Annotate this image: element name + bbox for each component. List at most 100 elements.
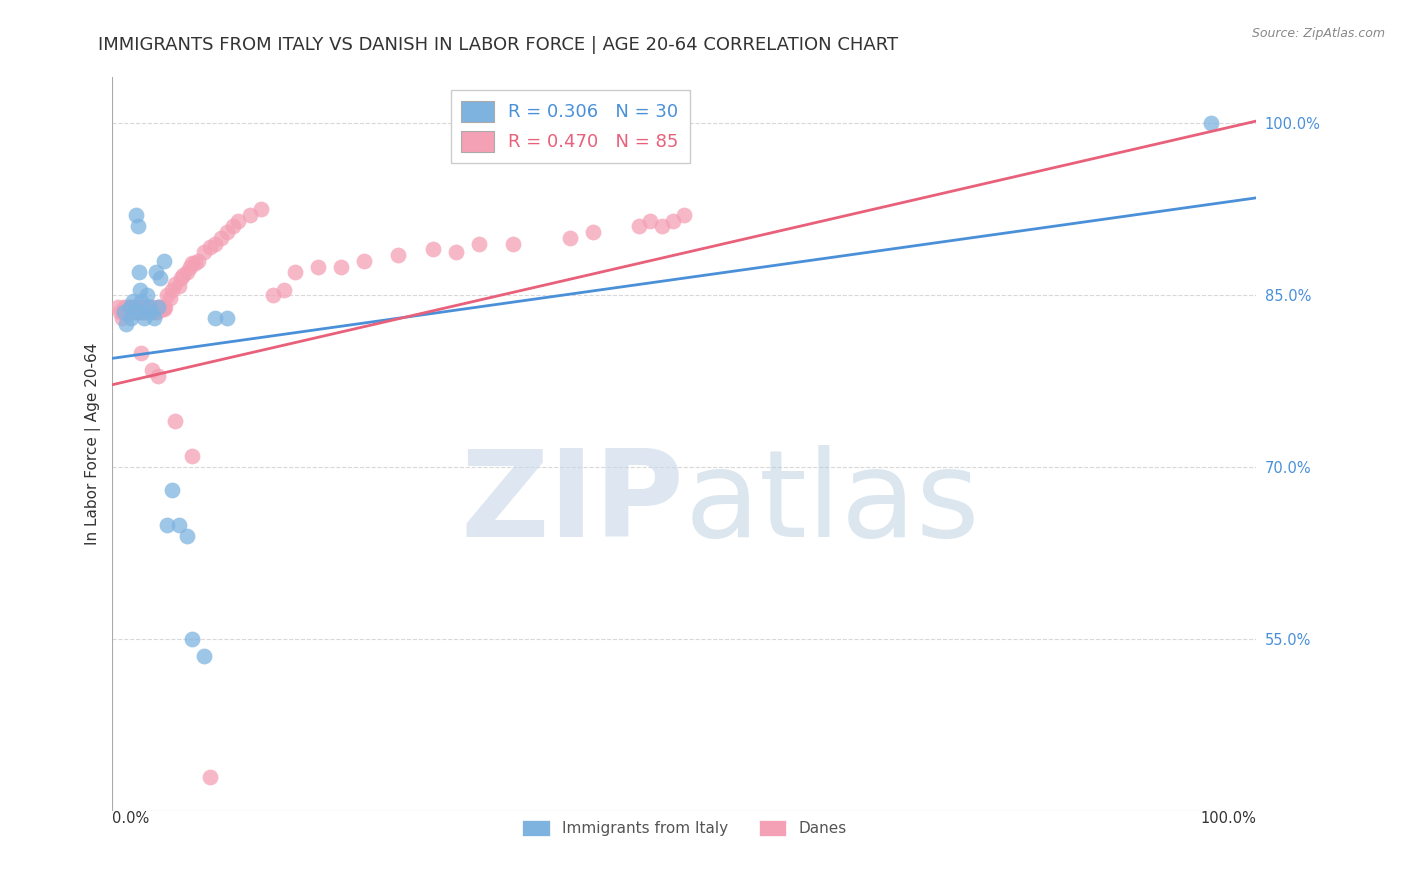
Y-axis label: In Labor Force | Age 20-64: In Labor Force | Age 20-64 bbox=[86, 343, 101, 546]
Point bbox=[122, 305, 145, 319]
Point bbox=[176, 529, 198, 543]
Point bbox=[142, 311, 165, 326]
Point bbox=[127, 219, 149, 234]
Point bbox=[112, 300, 135, 314]
Point bbox=[141, 301, 163, 316]
Point bbox=[226, 213, 249, 227]
Point bbox=[145, 265, 167, 279]
Point bbox=[148, 301, 170, 316]
Point bbox=[135, 288, 157, 302]
Point bbox=[122, 293, 145, 308]
Point bbox=[330, 260, 353, 274]
Point bbox=[156, 288, 179, 302]
Point bbox=[142, 301, 165, 316]
Point bbox=[179, 260, 201, 274]
Point bbox=[307, 260, 329, 274]
Point bbox=[139, 300, 162, 314]
Point bbox=[353, 253, 375, 268]
Point bbox=[128, 265, 150, 279]
Point bbox=[170, 271, 193, 285]
Point bbox=[136, 300, 159, 314]
Point bbox=[181, 449, 204, 463]
Point bbox=[129, 300, 152, 314]
Point bbox=[134, 300, 156, 314]
Point bbox=[167, 279, 190, 293]
Point bbox=[118, 300, 141, 314]
Point bbox=[167, 517, 190, 532]
Point bbox=[146, 368, 169, 383]
Point bbox=[110, 305, 132, 319]
Point bbox=[132, 305, 155, 319]
Point bbox=[121, 305, 143, 319]
Point bbox=[138, 301, 160, 316]
Point bbox=[387, 248, 409, 262]
Point bbox=[172, 268, 194, 282]
Point bbox=[138, 300, 160, 314]
Point bbox=[1199, 116, 1222, 130]
Point bbox=[221, 219, 243, 234]
Point bbox=[159, 291, 181, 305]
Point bbox=[146, 305, 169, 319]
Point bbox=[204, 236, 226, 251]
Point bbox=[444, 244, 467, 259]
Point bbox=[582, 225, 605, 239]
Point bbox=[122, 300, 145, 314]
Point bbox=[193, 649, 215, 664]
Point bbox=[250, 202, 273, 217]
Point bbox=[124, 305, 146, 319]
Point bbox=[110, 311, 132, 326]
Point bbox=[128, 301, 150, 316]
Point bbox=[114, 305, 136, 319]
Point bbox=[239, 208, 262, 222]
Text: atlas: atlas bbox=[685, 444, 980, 561]
Text: IMMIGRANTS FROM ITALY VS DANISH IN LABOR FORCE | AGE 20-64 CORRELATION CHART: IMMIGRANTS FROM ITALY VS DANISH IN LABOR… bbox=[98, 36, 898, 54]
Point bbox=[107, 300, 129, 314]
Point bbox=[160, 483, 183, 498]
Point bbox=[153, 301, 176, 316]
Point bbox=[141, 300, 163, 314]
Point bbox=[115, 317, 138, 331]
Text: 100.0%: 100.0% bbox=[1201, 811, 1257, 826]
Point bbox=[145, 301, 167, 316]
Point bbox=[128, 305, 150, 319]
Point bbox=[135, 305, 157, 319]
Point bbox=[112, 305, 135, 319]
Point bbox=[662, 213, 685, 227]
Point bbox=[111, 305, 134, 319]
Point bbox=[181, 632, 204, 647]
Point bbox=[135, 301, 157, 316]
Point bbox=[127, 301, 149, 316]
Point bbox=[120, 311, 142, 326]
Point bbox=[128, 283, 150, 297]
Point bbox=[502, 236, 524, 251]
Point bbox=[176, 265, 198, 279]
Point bbox=[141, 363, 163, 377]
Point bbox=[129, 293, 152, 308]
Point bbox=[215, 311, 238, 326]
Legend: Immigrants from Italy, Danes: Immigrants from Italy, Danes bbox=[515, 813, 855, 844]
Point bbox=[131, 301, 153, 316]
Point bbox=[209, 231, 232, 245]
Point bbox=[204, 311, 226, 326]
Point bbox=[117, 305, 139, 319]
Point bbox=[627, 219, 650, 234]
Text: Source: ZipAtlas.com: Source: ZipAtlas.com bbox=[1251, 27, 1385, 40]
Point bbox=[125, 208, 148, 222]
Point bbox=[673, 208, 696, 222]
Point bbox=[134, 311, 156, 326]
Point bbox=[184, 256, 207, 270]
Point bbox=[467, 236, 489, 251]
Point bbox=[165, 277, 187, 291]
Point bbox=[149, 300, 172, 314]
Point bbox=[558, 231, 581, 245]
Point bbox=[120, 300, 142, 314]
Point bbox=[125, 301, 148, 316]
Point bbox=[651, 219, 673, 234]
Point bbox=[143, 305, 166, 319]
Point bbox=[146, 300, 169, 314]
Point bbox=[118, 305, 141, 319]
Text: 0.0%: 0.0% bbox=[112, 811, 149, 826]
Point bbox=[262, 288, 284, 302]
Point bbox=[131, 305, 153, 319]
Point bbox=[150, 301, 173, 316]
